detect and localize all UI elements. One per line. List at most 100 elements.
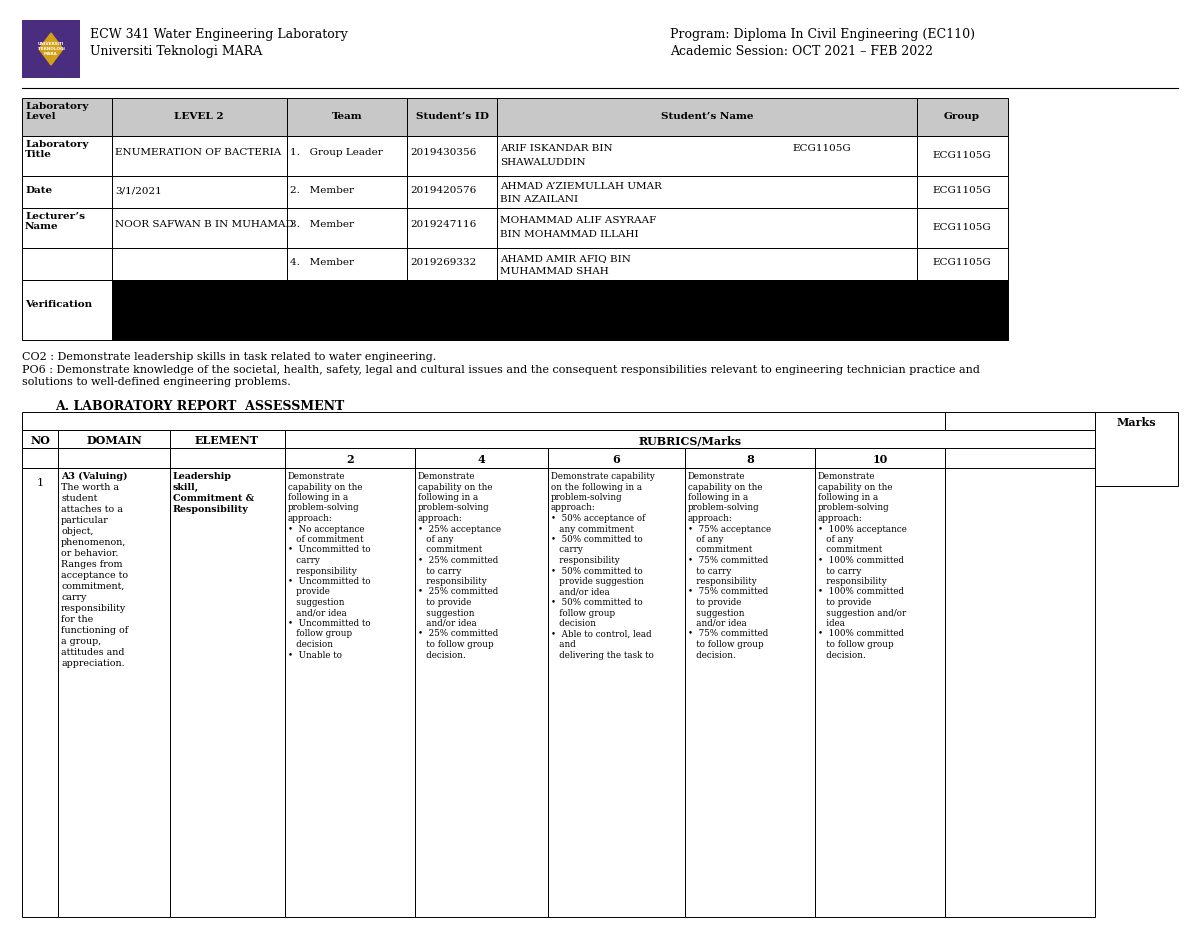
Text: •  50% committed to: • 50% committed to: [551, 566, 643, 576]
Bar: [548, 468, 685, 917]
Text: 4.   Member: 4. Member: [290, 258, 354, 267]
Text: ECG1105G: ECG1105G: [792, 144, 851, 153]
Bar: [287, 98, 407, 136]
Bar: [917, 176, 1008, 208]
Text: on the following in a: on the following in a: [551, 482, 642, 491]
Text: •  100% committed: • 100% committed: [818, 556, 904, 565]
Text: approach:: approach:: [288, 514, 332, 523]
Text: BIN AZAILANI: BIN AZAILANI: [500, 195, 578, 204]
Text: of any: of any: [818, 535, 853, 544]
Text: DOMAIN: DOMAIN: [86, 435, 142, 446]
Bar: [815, 448, 946, 468]
Bar: [22, 136, 112, 176]
Text: Commitment &: Commitment &: [173, 494, 254, 503]
Bar: [112, 136, 287, 176]
Bar: [22, 98, 112, 136]
Text: problem-solving: problem-solving: [818, 503, 889, 513]
Text: 6: 6: [612, 454, 620, 465]
Text: skill,: skill,: [173, 483, 199, 492]
Text: 3/1/2021: 3/1/2021: [115, 186, 162, 195]
Bar: [946, 412, 1096, 430]
Text: student: student: [61, 494, 97, 503]
Bar: [58, 448, 170, 468]
Bar: [112, 248, 287, 280]
Text: SHAWALUDDIN: SHAWALUDDIN: [500, 158, 586, 167]
Text: approach:: approach:: [418, 514, 463, 523]
Bar: [685, 468, 815, 917]
Text: appreciation.: appreciation.: [61, 659, 125, 668]
Bar: [22, 176, 112, 208]
Bar: [685, 448, 815, 468]
Text: suggestion: suggestion: [288, 598, 344, 607]
Bar: [22, 412, 946, 430]
Text: RUBRICS/Marks: RUBRICS/Marks: [638, 435, 742, 446]
Text: provide: provide: [288, 588, 330, 596]
Text: suggestion: suggestion: [688, 608, 744, 617]
Text: responsibility: responsibility: [688, 577, 757, 586]
Text: a group,: a group,: [61, 637, 101, 646]
Text: attaches to a: attaches to a: [61, 505, 122, 514]
Text: ECW 341 Water Engineering Laboratory: ECW 341 Water Engineering Laboratory: [90, 28, 348, 41]
Text: object,: object,: [61, 527, 94, 536]
Bar: [407, 136, 497, 176]
Text: Universiti Teknologi MARA: Universiti Teknologi MARA: [90, 45, 263, 58]
Text: provide suggestion: provide suggestion: [551, 577, 644, 586]
Text: suggestion: suggestion: [418, 608, 474, 617]
Text: following in a: following in a: [418, 493, 479, 502]
Bar: [497, 176, 917, 208]
Text: ARIF ISKANDAR BIN: ARIF ISKANDAR BIN: [500, 144, 613, 153]
Bar: [58, 468, 170, 917]
Text: carry: carry: [551, 545, 583, 554]
Text: problem-solving: problem-solving: [551, 493, 623, 502]
Text: ECG1105G: ECG1105G: [932, 186, 991, 195]
Text: 2019247116: 2019247116: [410, 220, 476, 229]
Text: following in a: following in a: [818, 493, 878, 502]
Text: phenomenon,: phenomenon,: [61, 538, 126, 547]
Text: •  100% acceptance: • 100% acceptance: [818, 525, 907, 534]
Text: Marks: Marks: [1116, 417, 1156, 428]
Text: or behavior.: or behavior.: [61, 549, 119, 558]
Bar: [917, 98, 1008, 136]
Text: •  25% committed: • 25% committed: [418, 629, 498, 639]
Bar: [287, 176, 407, 208]
Text: •  No acceptance: • No acceptance: [288, 525, 365, 534]
Text: ECG1105G: ECG1105G: [932, 258, 991, 267]
Text: AHMAD A’ZIEMULLAH UMAR: AHMAD A’ZIEMULLAH UMAR: [500, 182, 662, 191]
Text: responsibility: responsibility: [551, 556, 619, 565]
Bar: [815, 468, 946, 917]
Text: Group: Group: [944, 112, 980, 121]
Text: capability on the: capability on the: [688, 482, 762, 491]
Text: to provide: to provide: [818, 598, 871, 607]
Text: problem-solving: problem-solving: [418, 503, 490, 513]
Bar: [917, 248, 1008, 280]
Text: commitment,: commitment,: [61, 582, 125, 591]
Text: •  Uncommitted to: • Uncommitted to: [288, 619, 371, 628]
Text: responsibility: responsibility: [61, 604, 126, 613]
Text: Academic Session: OCT 2021 – FEB 2022: Academic Session: OCT 2021 – FEB 2022: [670, 45, 934, 58]
Text: attitudes and: attitudes and: [61, 648, 125, 657]
Text: and/or idea: and/or idea: [288, 608, 347, 617]
Bar: [286, 448, 415, 468]
Text: CO2 : Demonstrate leadership skills in task related to water engineering.: CO2 : Demonstrate leadership skills in t…: [22, 352, 437, 362]
Bar: [170, 468, 286, 917]
Text: to carry: to carry: [818, 566, 862, 576]
Text: problem-solving: problem-solving: [288, 503, 360, 513]
Text: 2: 2: [346, 454, 354, 465]
Bar: [497, 248, 917, 280]
Text: 4: 4: [478, 454, 485, 465]
Text: Ranges from: Ranges from: [61, 560, 122, 569]
Bar: [548, 448, 685, 468]
Text: •  75% acceptance: • 75% acceptance: [688, 525, 772, 534]
Bar: [58, 430, 170, 448]
Bar: [407, 248, 497, 280]
Bar: [22, 248, 112, 280]
Text: Laboratory
Level: Laboratory Level: [25, 102, 89, 121]
Text: A. LABORATORY REPORT  ASSESSMENT: A. LABORATORY REPORT ASSESSMENT: [55, 400, 344, 413]
Bar: [415, 448, 548, 468]
Text: idea: idea: [818, 619, 845, 628]
Text: ELEMENT: ELEMENT: [194, 435, 259, 446]
Text: Demonstrate: Demonstrate: [688, 472, 745, 481]
Text: •  25% committed: • 25% committed: [418, 588, 498, 596]
Text: •  50% committed to: • 50% committed to: [551, 535, 643, 544]
Text: following in a: following in a: [288, 493, 348, 502]
